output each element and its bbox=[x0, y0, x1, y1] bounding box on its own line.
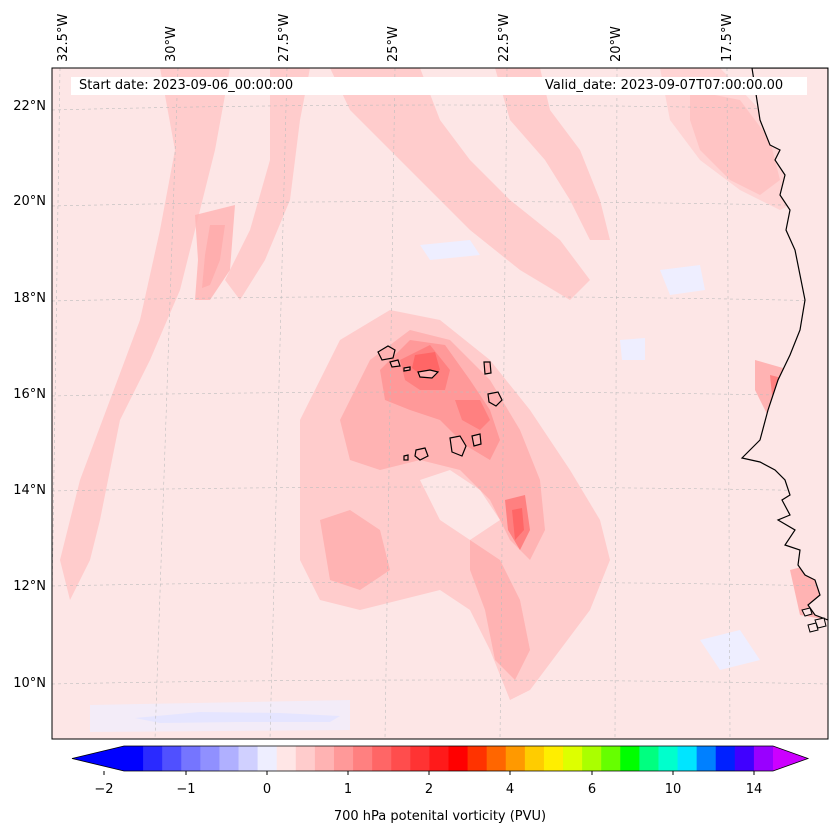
island-santiago bbox=[449, 435, 467, 457]
africa-coastline bbox=[740, 68, 828, 621]
island-maio bbox=[471, 433, 482, 447]
colorbar-segment bbox=[219, 746, 240, 771]
island-sao-nicolau bbox=[417, 369, 440, 379]
colorbar-segment bbox=[486, 746, 507, 771]
colorbar-segment bbox=[353, 746, 373, 771]
colorbar-segment bbox=[677, 746, 698, 771]
map-panel bbox=[52, 68, 828, 739]
island-sao-vicente bbox=[389, 359, 401, 368]
colorbar-tick-label: 4 bbox=[505, 782, 515, 797]
colorbar-tick-label: 1 bbox=[343, 782, 353, 797]
pv-contour-negative bbox=[660, 265, 705, 295]
lat-label: 22°N bbox=[13, 99, 46, 114]
colorbar-tick-label: 10 bbox=[664, 782, 682, 797]
pv-contour-negative bbox=[90, 700, 350, 732]
lon-label: 20°W bbox=[609, 26, 624, 62]
colorbar-segment bbox=[162, 746, 182, 771]
colorbar-segment bbox=[295, 746, 316, 771]
colorbar-tick-label: 6 bbox=[587, 782, 597, 797]
pv-contour-band bbox=[660, 68, 800, 210]
pv-contour-negative bbox=[420, 240, 480, 260]
pv-contour-streak bbox=[195, 205, 235, 300]
pv-contour-vortex-mid bbox=[470, 540, 530, 680]
colorbar-segment bbox=[582, 746, 602, 771]
bijagos-islands bbox=[801, 607, 827, 633]
colorbar-tick-label: 14 bbox=[745, 782, 763, 797]
colorbar-segment bbox=[200, 746, 221, 771]
lon-label: 32.5°W bbox=[56, 13, 71, 62]
colorbar-segment bbox=[734, 746, 755, 771]
island-brava bbox=[403, 454, 409, 461]
lon-label: 17.5°W bbox=[720, 13, 735, 62]
pv-contour-vortex-core bbox=[512, 508, 524, 540]
pv-contour-negative bbox=[620, 338, 645, 360]
colorbar-over-arrow bbox=[773, 746, 808, 771]
graticule bbox=[52, 68, 828, 739]
lat-label: 12°N bbox=[13, 579, 46, 594]
lon-label: 25°W bbox=[386, 26, 401, 62]
island-sal bbox=[483, 361, 492, 375]
header-box bbox=[71, 77, 807, 95]
pv-contour-band bbox=[60, 68, 230, 600]
lat-label: 10°N bbox=[13, 676, 46, 691]
pv-contour-gap bbox=[420, 470, 500, 540]
map-frame bbox=[51, 67, 829, 740]
lat-label: 20°N bbox=[13, 194, 46, 209]
lon-label: 30°W bbox=[164, 26, 179, 62]
pv-contour-band bbox=[420, 140, 470, 190]
lat-label: 18°N bbox=[13, 291, 46, 306]
colorbar-segment bbox=[658, 746, 679, 771]
pv-contour-band bbox=[495, 68, 610, 240]
colorbar-segment bbox=[429, 746, 450, 771]
colorbar-segment bbox=[333, 746, 354, 771]
valid-date-label: Valid_date: 2023-09-07T07:00:00.00 bbox=[545, 78, 784, 93]
colorbar-segment bbox=[124, 746, 144, 771]
colorbar-segment bbox=[620, 746, 640, 771]
colorbar-segment bbox=[181, 746, 201, 771]
colorbar-segment bbox=[238, 746, 259, 771]
colorbar-segment bbox=[257, 746, 278, 771]
colorbar-tick-label: −2 bbox=[94, 782, 114, 797]
colorbar-segment bbox=[448, 746, 469, 771]
colorbar-segment bbox=[410, 746, 431, 771]
colorbar-under-arrow bbox=[72, 746, 124, 771]
pv-contour-vortex-mid bbox=[320, 510, 390, 590]
colorbar-segment bbox=[314, 746, 335, 771]
colorbar-tick-label: 2 bbox=[424, 782, 434, 797]
pv-contour-band bbox=[225, 68, 310, 300]
cape-verde-islands bbox=[377, 345, 503, 461]
colorbar-outline bbox=[71, 745, 810, 772]
colorbar-segment bbox=[543, 746, 564, 771]
colorbar-segment bbox=[467, 746, 488, 771]
island-santa-luzia bbox=[403, 366, 411, 372]
lat-label: 16°N bbox=[13, 387, 46, 402]
lat-label: 14°N bbox=[13, 483, 46, 498]
start-date-label: Start date: 2023-09-06_00:00:00 bbox=[79, 78, 294, 93]
colorbar-segment bbox=[276, 746, 297, 771]
colorbar-segment bbox=[372, 746, 392, 771]
island-boa-vista bbox=[487, 391, 503, 407]
lon-label: 22.5°W bbox=[497, 13, 512, 62]
colorbar-tick-label: 0 bbox=[262, 782, 272, 797]
lon-label: 27.5°W bbox=[277, 13, 292, 62]
island-fogo bbox=[414, 447, 429, 461]
island-santo-antao bbox=[377, 345, 396, 361]
pv-contour-vortex-inner bbox=[455, 400, 490, 430]
colorbar-segment bbox=[143, 746, 163, 771]
pv-contour-negative bbox=[700, 630, 760, 670]
colorbar-segment bbox=[505, 746, 526, 771]
colorbar-title: 700 hPa potenital vorticity (PVU) bbox=[333, 809, 547, 824]
colorbar-segment bbox=[639, 746, 660, 771]
colorbar-segment bbox=[753, 746, 774, 771]
colorbar-segment bbox=[524, 746, 545, 771]
colorbar-segment bbox=[601, 746, 621, 771]
colorbar-segment bbox=[563, 746, 583, 771]
colorbar-segment bbox=[391, 746, 411, 771]
colorbar-segment bbox=[696, 746, 717, 771]
colorbar-tick-label: −1 bbox=[176, 782, 196, 797]
colorbar bbox=[71, 745, 810, 775]
colorbar-segment bbox=[715, 746, 736, 771]
